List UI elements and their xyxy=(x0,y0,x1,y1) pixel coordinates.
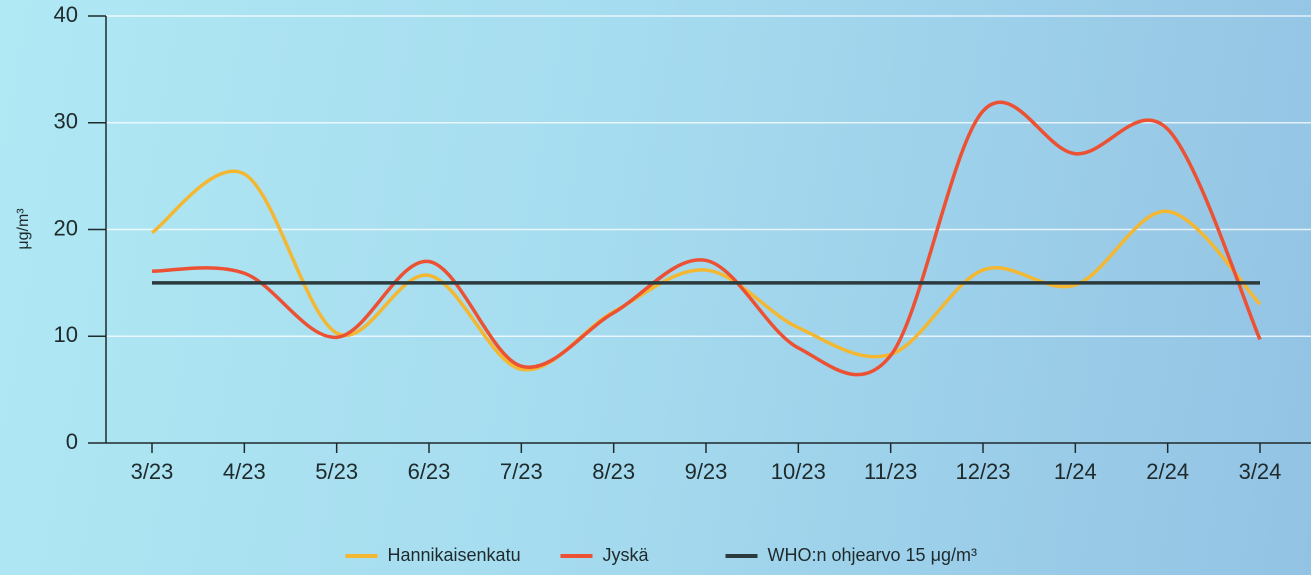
line-series xyxy=(150,169,1262,372)
legend-label: Jyskä xyxy=(603,545,650,565)
x-tick-label: 3/23 xyxy=(131,459,174,484)
y-tick-label: 10 xyxy=(54,322,78,347)
y-tick-label: 30 xyxy=(54,109,78,134)
line-series xyxy=(151,100,1262,377)
x-tick-label: 3/24 xyxy=(1239,459,1282,484)
x-tick-label: 12/23 xyxy=(955,459,1010,484)
x-tick-label: 2/24 xyxy=(1146,459,1189,484)
y-tick-label: 0 xyxy=(66,429,78,454)
y-tick-label: 40 xyxy=(54,2,78,27)
x-tick-label: 6/23 xyxy=(408,459,451,484)
y-axis-label: μg/m³ xyxy=(15,208,32,250)
x-tick-label: 7/23 xyxy=(500,459,543,484)
x-tick-label: 11/23 xyxy=(864,459,917,484)
x-tick-label: 4/23 xyxy=(223,459,266,484)
x-tick-label: 1/24 xyxy=(1054,459,1097,484)
x-tick-label: 5/23 xyxy=(315,459,358,484)
x-tick-label: 8/23 xyxy=(592,459,635,484)
x-tick-label: 10/23 xyxy=(771,459,826,484)
legend-label: WHO:n ohjearvo 15 μg/m³ xyxy=(768,545,977,565)
y-tick-label: 20 xyxy=(54,215,78,240)
x-tick-label: 9/23 xyxy=(685,459,728,484)
legend-label: Hannikaisenkatu xyxy=(388,545,521,565)
